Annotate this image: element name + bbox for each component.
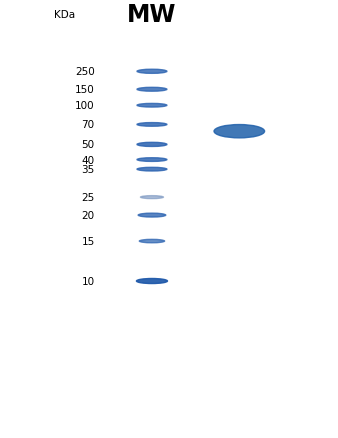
Text: 35: 35 xyxy=(81,165,95,175)
Text: 250: 250 xyxy=(75,67,95,77)
Text: 100: 100 xyxy=(75,101,95,111)
Ellipse shape xyxy=(141,196,164,199)
Text: 40: 40 xyxy=(81,155,95,165)
Text: 10: 10 xyxy=(81,276,95,286)
Text: 70: 70 xyxy=(81,120,95,130)
Text: 150: 150 xyxy=(75,85,95,95)
Ellipse shape xyxy=(139,240,165,243)
Ellipse shape xyxy=(138,214,166,218)
Text: 20: 20 xyxy=(81,211,95,221)
Text: 50: 50 xyxy=(81,140,95,150)
Ellipse shape xyxy=(137,70,167,74)
Ellipse shape xyxy=(137,159,167,162)
Ellipse shape xyxy=(137,104,167,108)
Text: KDa: KDa xyxy=(54,11,75,20)
Text: 15: 15 xyxy=(81,237,95,247)
Ellipse shape xyxy=(137,88,167,92)
Text: 25: 25 xyxy=(81,193,95,203)
Ellipse shape xyxy=(137,143,167,147)
Text: MW: MW xyxy=(127,4,177,27)
Ellipse shape xyxy=(137,168,167,172)
Ellipse shape xyxy=(214,125,265,138)
Ellipse shape xyxy=(137,123,167,127)
Ellipse shape xyxy=(137,279,167,284)
